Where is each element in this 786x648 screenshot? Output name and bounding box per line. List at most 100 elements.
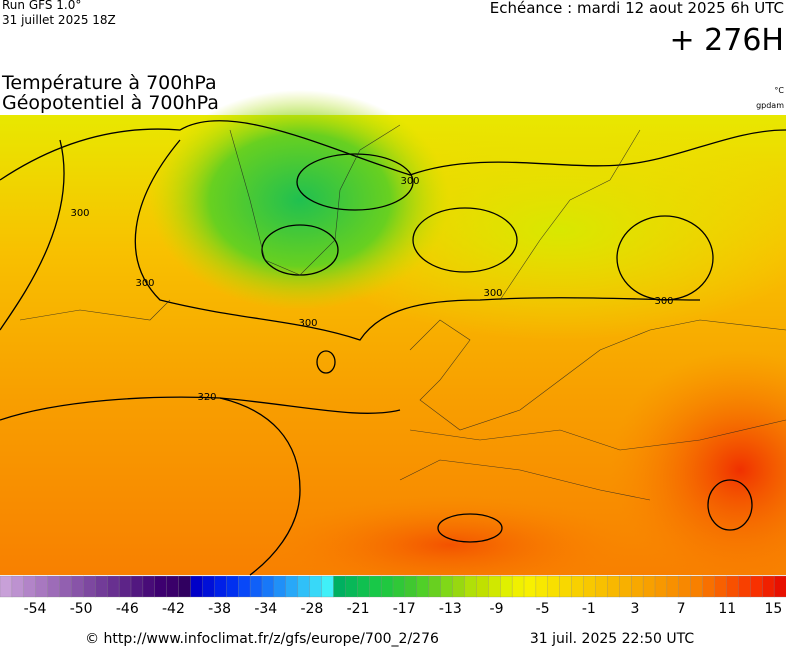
color-swatch <box>357 575 370 598</box>
color-swatch <box>476 575 489 598</box>
color-swatch <box>571 575 584 598</box>
color-swatch <box>23 575 37 598</box>
color-swatch <box>654 575 668 598</box>
color-swatch <box>238 575 251 598</box>
color-swatch <box>249 575 263 598</box>
color-swatch <box>750 575 763 598</box>
color-swatch <box>642 575 656 598</box>
color-swatch <box>619 575 632 598</box>
color-swatch <box>464 575 477 598</box>
colorbar-label: -17 <box>393 601 416 617</box>
color-swatch <box>285 575 299 598</box>
color-swatch <box>35 575 49 598</box>
run-date: 31 juillet 2025 18Z <box>2 13 116 27</box>
generated: 31 juil. 2025 22:50 UTC <box>530 631 695 647</box>
run: Run GFS 1.0° <box>2 0 81 12</box>
color-swatch <box>333 575 346 598</box>
colorbar: -54 -50 -46 -42 -38 -34 -28 -21 -17 -13 -9 -5 -1 3 7 11… <box>0 575 786 617</box>
color-swatch <box>142 575 156 598</box>
contour-label: 300 <box>70 208 89 219</box>
color-swatch <box>500 575 513 598</box>
colorbar-label: -34 <box>254 601 277 617</box>
color-swatch <box>261 575 275 598</box>
color-swatch <box>416 575 430 598</box>
colorbar-label: -42 <box>162 601 185 617</box>
contour-label: 320 <box>197 392 216 403</box>
lead-time: + 276H <box>670 23 785 58</box>
color-swatch <box>666 575 680 598</box>
color-swatch <box>607 575 620 598</box>
color-swatch <box>738 575 751 598</box>
colorbar-label: 11 <box>718 601 736 617</box>
color-swatch <box>547 575 561 598</box>
color-swatch <box>523 575 537 598</box>
color-swatch <box>214 575 227 598</box>
contour-label: 300 <box>654 296 673 307</box>
title-1: Température à 700hPa <box>1 72 217 94</box>
color-swatch <box>11 575 25 598</box>
colorbar-label: -21 <box>347 601 370 617</box>
color-swatch <box>726 575 739 598</box>
color-swatch <box>678 575 692 598</box>
color-swatch <box>107 575 120 598</box>
title-2: Géopotentiel à 700hPa <box>2 92 219 114</box>
map: 300 300 300 300 300 300 320 <box>0 90 786 595</box>
source: © http://www.infoclimat.fr/z/gfs/europe/… <box>85 631 439 647</box>
color-swatch <box>559 575 573 598</box>
unit-temp: °C <box>774 86 784 95</box>
colorbar-label: 3 <box>630 601 639 617</box>
color-swatch <box>535 575 549 598</box>
color-swatch <box>321 575 334 598</box>
color-swatch <box>690 575 704 598</box>
colorbar-label: -5 <box>536 601 550 617</box>
colorbar-label: -9 <box>490 601 504 617</box>
color-swatch <box>95 575 108 598</box>
color-swatch <box>190 575 203 598</box>
color-swatch <box>297 575 311 598</box>
color-swatch <box>583 575 596 598</box>
color-swatch <box>83 575 96 598</box>
valid-time: Echéance : mardi 12 aout 2025 6h UTC <box>490 0 784 17</box>
color-swatch <box>380 575 394 598</box>
color-swatch <box>404 575 418 598</box>
colorbar-label: 7 <box>677 601 686 617</box>
color-swatch <box>0 575 13 598</box>
color-swatch <box>118 575 132 598</box>
color-swatch <box>166 575 180 598</box>
color-swatch <box>309 575 322 598</box>
color-swatch <box>631 575 644 598</box>
color-swatch <box>273 575 287 598</box>
color-swatch <box>762 575 775 598</box>
unit-geo: gpdam <box>756 101 784 110</box>
color-swatch <box>488 575 501 598</box>
color-swatch <box>345 575 358 598</box>
colorbar-label: 15 <box>764 601 782 617</box>
colorbar-label: -1 <box>582 601 596 617</box>
contour-label: 300 <box>135 278 154 289</box>
color-swatch <box>154 575 168 598</box>
color-swatch <box>71 575 84 598</box>
color-swatch <box>392 575 406 598</box>
colorbar-label: -13 <box>439 601 462 617</box>
color-swatch <box>773 575 786 598</box>
colorbar-label: -38 <box>208 601 231 617</box>
color-swatch <box>130 575 144 598</box>
colorbar-label: -50 <box>70 601 93 617</box>
colorbar-label: -54 <box>24 601 47 617</box>
color-swatch <box>440 575 453 598</box>
color-swatch <box>702 575 715 598</box>
color-swatch <box>452 575 465 598</box>
color-swatch <box>511 575 525 598</box>
contour-label: 300 <box>298 318 317 329</box>
contour-label: 300 <box>400 176 419 187</box>
color-swatch <box>202 575 215 598</box>
color-swatch <box>369 575 382 598</box>
color-swatch <box>59 575 72 598</box>
color-swatch <box>714 575 727 598</box>
colorbar-label: -46 <box>116 601 139 617</box>
color-swatch <box>428 575 442 598</box>
color-swatch <box>178 575 191 598</box>
color-swatch <box>595 575 608 598</box>
color-swatch <box>47 575 60 598</box>
